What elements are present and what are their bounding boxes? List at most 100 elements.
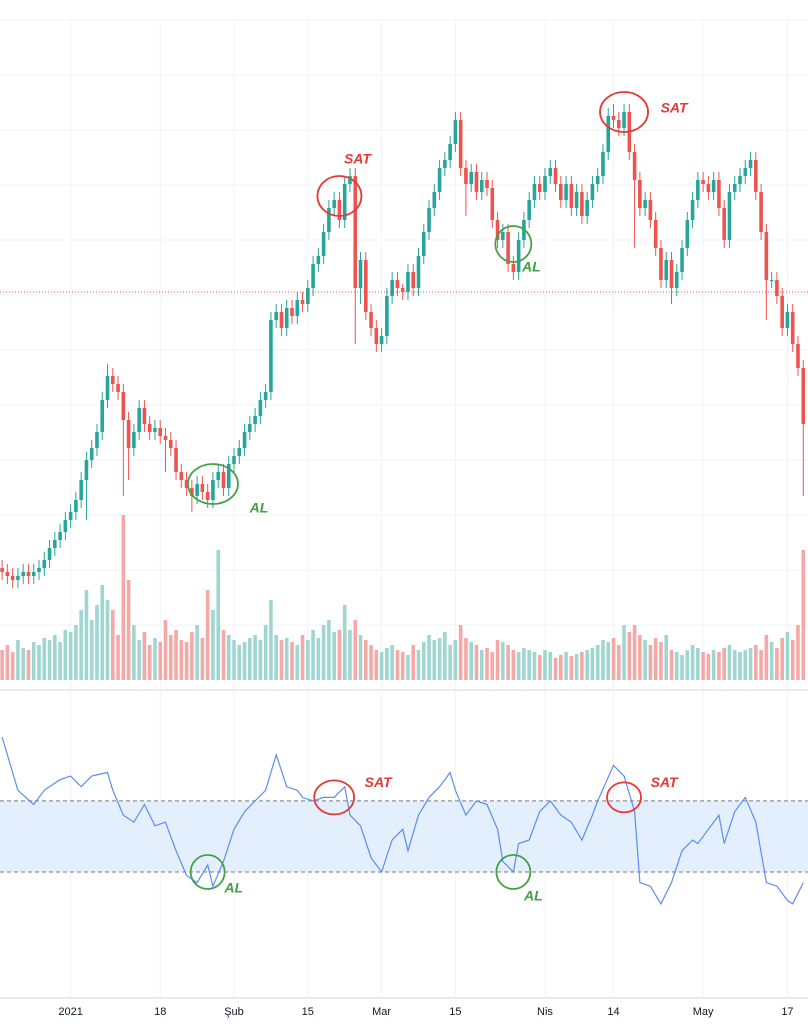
- volume-bar: [801, 550, 806, 680]
- candle-body: [701, 180, 705, 184]
- volume-bar: [284, 638, 289, 680]
- candle-body: [400, 288, 405, 292]
- volume-bar: [190, 632, 194, 680]
- candle-body: [790, 312, 795, 344]
- candle-body: [211, 480, 215, 500]
- candle-body: [632, 152, 637, 180]
- candle-body: [416, 256, 421, 288]
- candle-body: [711, 180, 716, 192]
- candle-body: [537, 184, 542, 192]
- candle-body: [353, 176, 358, 288]
- candle-body: [332, 200, 336, 208]
- volume-bar: [248, 638, 252, 680]
- candle-body: [590, 184, 595, 200]
- candle-body: [585, 200, 589, 216]
- candle-body: [126, 420, 131, 448]
- volume-bar: [84, 590, 89, 680]
- volume-bar: [68, 632, 73, 680]
- volume-bar: [400, 652, 405, 680]
- candle-body: [506, 232, 510, 264]
- volume-bar: [780, 638, 784, 680]
- candle-body: [464, 168, 468, 184]
- volume-bar: [564, 652, 568, 680]
- candle-body: [74, 500, 78, 512]
- volume-bar: [490, 652, 495, 680]
- volume-bar: [437, 638, 442, 680]
- candle-body: [674, 272, 679, 288]
- candle-body: [221, 472, 226, 488]
- volume-bar: [158, 642, 163, 680]
- volume-bar: [516, 652, 521, 680]
- volume-bar: [569, 656, 574, 680]
- volume-bar: [290, 642, 294, 680]
- candle-body: [5, 572, 10, 576]
- volume-bar: [701, 652, 705, 680]
- candle-body: [258, 400, 263, 416]
- volume-bar: [242, 642, 247, 680]
- candle-body: [527, 200, 531, 220]
- candle-body: [574, 192, 579, 208]
- volume-bar: [21, 648, 25, 680]
- candle-body: [137, 408, 141, 432]
- volume-bar: [121, 515, 126, 680]
- candle-body: [616, 120, 621, 128]
- candle-body: [501, 232, 505, 240]
- volume-bar: [311, 630, 315, 680]
- volume-bar: [664, 635, 669, 680]
- annotation-label: SAT: [365, 774, 393, 790]
- candle-body: [290, 308, 294, 316]
- volume-bar: [611, 638, 616, 680]
- volume-bar: [458, 625, 463, 680]
- candle-body: [132, 432, 136, 448]
- annotation-circle: [494, 225, 533, 263]
- candle-body: [279, 312, 284, 328]
- candle-body: [263, 392, 268, 400]
- x-tick-label: 14: [607, 1006, 619, 1018]
- annotation-circle: [495, 854, 532, 890]
- volume-bar: [295, 645, 300, 680]
- volume-bar: [142, 632, 147, 680]
- annotation-label: SAT: [651, 774, 679, 790]
- candle-body: [690, 200, 695, 220]
- candle-body: [269, 320, 273, 392]
- volume-bar: [443, 632, 447, 680]
- candle-body: [95, 432, 99, 448]
- volume-bar: [395, 650, 400, 680]
- volume-bar: [601, 640, 605, 680]
- annotation-circle: [599, 91, 649, 133]
- candle-body: [516, 240, 521, 272]
- candle-body: [31, 572, 36, 576]
- candle-body: [374, 328, 379, 344]
- candle-body: [606, 116, 611, 152]
- volume-bar: [58, 642, 62, 680]
- candle-body: [653, 220, 658, 248]
- candle-body: [717, 180, 721, 208]
- volume-bar: [363, 640, 368, 680]
- volume-bar: [674, 652, 679, 680]
- volume-bar: [205, 590, 210, 680]
- candle-body: [237, 448, 242, 456]
- candle-body: [611, 116, 616, 120]
- volume-bar: [432, 640, 437, 680]
- volume-bar: [163, 620, 168, 680]
- volume-bar: [743, 650, 748, 680]
- candle-body: [84, 460, 89, 480]
- candle-body: [89, 448, 94, 460]
- volume-bar: [26, 650, 31, 680]
- candle-body: [474, 172, 479, 192]
- annotation-label: SAT: [661, 100, 689, 116]
- candle-body: [300, 300, 305, 304]
- volume-bar: [327, 620, 331, 680]
- candle-body: [395, 280, 400, 288]
- candle-body: [748, 160, 753, 168]
- candle-body: [543, 176, 547, 192]
- volume-bar: [775, 648, 779, 680]
- x-tick-label: 15: [302, 1006, 314, 1018]
- candle-body: [754, 160, 758, 192]
- candle-body: [437, 168, 442, 192]
- candle-body: [743, 168, 748, 176]
- volume-bar: [790, 640, 795, 680]
- annotation-circle: [189, 854, 226, 890]
- candle-body: [205, 492, 210, 500]
